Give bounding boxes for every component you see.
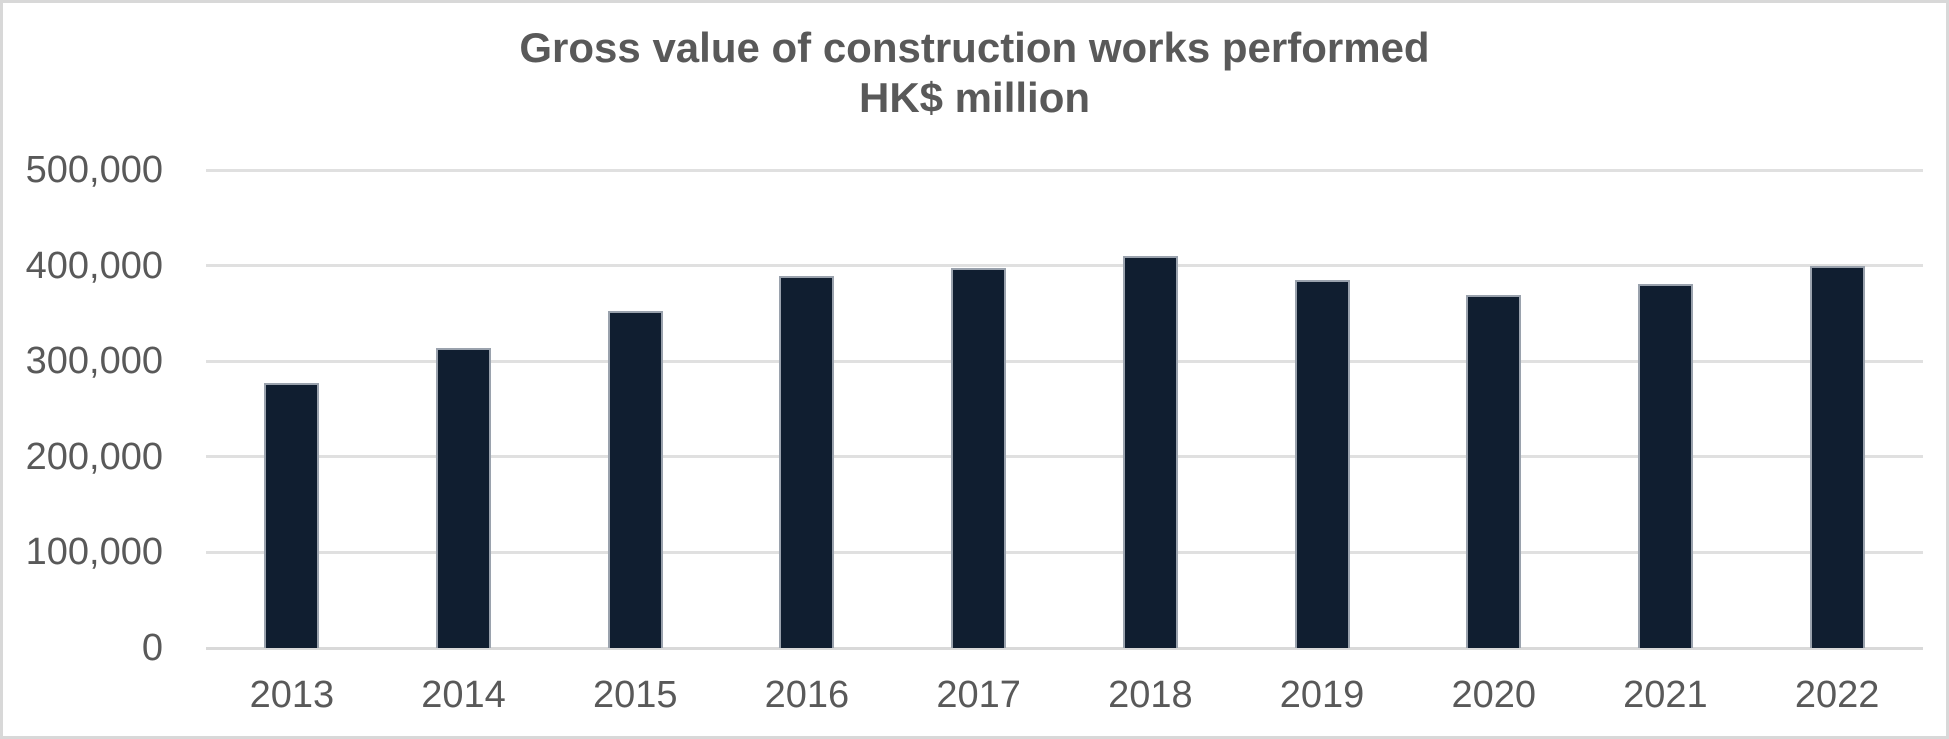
bar-2019	[1294, 279, 1350, 648]
x-axis-tick-label: 2017	[936, 674, 1021, 716]
bar-2020	[1466, 295, 1522, 648]
y-axis-tick-label: 300,000	[25, 340, 163, 383]
x-axis-tick-label: 2016	[764, 674, 850, 716]
bar-2016	[779, 276, 835, 648]
bar-2013	[264, 383, 320, 648]
chart-title: Gross value of construction works perfor…	[3, 23, 1946, 123]
y-axis-tick-label: 500,000	[25, 149, 163, 191]
gridline	[206, 455, 1923, 459]
gridline	[206, 550, 1923, 554]
x-axis-baseline	[206, 646, 1923, 650]
gridline	[206, 264, 1923, 268]
x-axis-tick-label: 2015	[592, 674, 678, 716]
x-axis-tick-label: 2019	[1279, 674, 1365, 716]
y-axis-tick-label: 0	[141, 627, 163, 669]
bar-2015	[607, 311, 663, 648]
x-axis-tick-label: 2022	[1794, 674, 1880, 716]
plot-area	[206, 168, 1923, 650]
x-axis-tick-label: 2020	[1451, 674, 1537, 716]
bar-2022	[1809, 265, 1865, 648]
x-axis-tick-label: 2014	[421, 674, 506, 716]
y-axis-tick-label: 200,000	[25, 435, 163, 478]
x-axis-tick-label: 2018	[1108, 674, 1193, 716]
chart-title-line2: HK$ million	[858, 74, 1091, 121]
x-axis-tick-label: 2021	[1623, 674, 1708, 716]
bar-2018	[1122, 256, 1178, 648]
gridline	[206, 359, 1923, 363]
chart-title-line1: Gross value of construction works perfor…	[519, 24, 1430, 71]
bar-2014	[436, 347, 492, 648]
bar-2021	[1637, 283, 1693, 648]
bar-2017	[951, 267, 1007, 648]
y-axis-tick-label: 400,000	[25, 244, 163, 287]
x-axis-tick-label: 2013	[249, 674, 335, 716]
y-axis-tick-label: 100,000	[25, 531, 163, 574]
gridline	[206, 168, 1923, 172]
